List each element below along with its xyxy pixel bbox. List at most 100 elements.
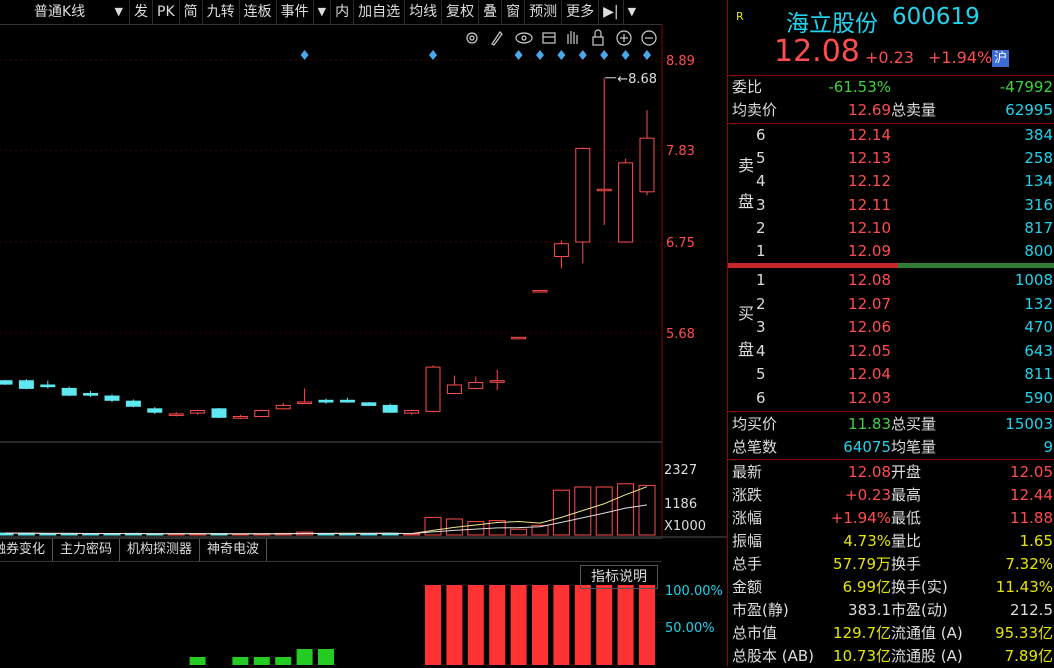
toolbar-adjust-button[interactable]: 复权	[442, 0, 480, 24]
zoom-in-icon[interactable]	[616, 30, 632, 46]
price-tick-label: 7.83	[666, 144, 695, 159]
indicator-bar	[467, 585, 484, 665]
candle-body	[61, 387, 77, 396]
candle-body	[83, 392, 99, 396]
settings-icon[interactable]	[466, 32, 478, 44]
chart-type-label: 普通K线	[34, 4, 86, 20]
toolbar-more-button[interactable]: 更多	[562, 0, 600, 24]
candle-body	[0, 380, 13, 385]
stat-row: 总股本 (AB) 10.73亿 流通股 (A) 7.89亿	[728, 645, 1054, 668]
signal-marker	[429, 50, 437, 60]
toolbar-fa-button[interactable]: 发	[130, 0, 153, 24]
volume-bar	[467, 521, 485, 536]
toolbar-add-watch-button[interactable]: 加自选	[354, 0, 406, 24]
stat-label-2: 开盘	[891, 463, 922, 481]
eye-icon[interactable]	[515, 32, 533, 44]
candle-body	[575, 147, 591, 243]
volume-bar	[39, 533, 57, 536]
indicator-green-bar	[296, 649, 313, 665]
candle-body	[446, 384, 462, 394]
buy-side-text: 买盘	[735, 305, 754, 377]
indicator-bar	[596, 585, 613, 665]
toolbar-nei-button[interactable]: 内	[331, 0, 355, 24]
eraser-icon[interactable]	[542, 32, 556, 44]
level-number: 3	[756, 195, 766, 214]
stat-value: 6.99亿	[842, 578, 891, 596]
sell-level-row: 1 12.09 800	[728, 240, 1054, 263]
stat-label-2: 换手(实)	[891, 578, 948, 596]
stat-label-2: 换手	[891, 555, 922, 573]
stat-label: 金额	[732, 578, 763, 596]
pen-icon[interactable]	[491, 31, 503, 46]
lock-icon[interactable]	[592, 29, 604, 46]
candle-body	[639, 137, 655, 193]
level-price: 12.05	[848, 341, 891, 360]
tab-short-selling[interactable]: 融券变化	[0, 539, 54, 561]
signal-marker	[578, 50, 587, 60]
indicator-tick-label: 50.00%	[665, 621, 715, 636]
more-dropdown-icon[interactable]: ▼	[627, 5, 637, 18]
tab-magic-wave[interactable]: 神奇电波	[200, 539, 268, 561]
stock-name: 海立股份	[786, 11, 878, 37]
level-number: 6	[756, 126, 766, 144]
toolbar-forecast-button[interactable]: 预测	[525, 0, 563, 24]
tab-institution[interactable]: 机构探测器	[120, 539, 201, 561]
last-price: 12.08	[774, 34, 860, 69]
candle-body	[125, 400, 141, 407]
toolbar-jiuzhuan-button[interactable]: 九转	[203, 0, 240, 24]
level-volume: 590	[1024, 389, 1053, 407]
zoom-out-icon[interactable]	[641, 30, 657, 46]
volume-bar	[510, 528, 528, 536]
volume-bar	[82, 533, 100, 536]
toolbar-ma-button[interactable]: 均线	[405, 0, 443, 24]
stat-value: +0.23	[845, 486, 891, 504]
indicator-explain-button[interactable]: 指标说明	[580, 565, 658, 589]
level-price: 12.03	[848, 389, 891, 407]
stat-label-2: 最高	[891, 486, 922, 504]
level-volume: 258	[1024, 149, 1053, 168]
candle-body	[511, 336, 527, 340]
level-price: 12.09	[848, 242, 891, 260]
ask-ratio-fill	[898, 263, 1054, 268]
indicator-bar	[489, 585, 506, 665]
toolbar-pk-button[interactable]: PK	[153, 0, 180, 24]
indicator-bar	[532, 585, 548, 665]
stat-label: 涨幅	[732, 509, 763, 527]
wei-bi-value: -61.53%	[828, 78, 891, 96]
stat-value: 383.1	[848, 601, 891, 619]
indicator-green-bar	[253, 657, 270, 665]
toolbar-lianban-button[interactable]: 连板	[240, 0, 277, 24]
events-dropdown-icon[interactable]: ▼	[314, 0, 332, 24]
candle-body	[254, 410, 270, 417]
tab-main-force[interactable]: 主力密码	[53, 539, 121, 561]
buy-level-row: 3 12.06 470	[728, 316, 1054, 339]
chart-type-select[interactable]: 普通K线 ▼	[0, 0, 130, 24]
collapse-panel-icon[interactable]: ▶|	[599, 0, 624, 24]
toolbar-overlay-button[interactable]: 叠	[479, 0, 503, 24]
candle-body	[425, 366, 441, 412]
sell-level-row: 5 12.13 258	[728, 147, 1054, 170]
sell-level-row: 3 12.11 316	[728, 194, 1054, 217]
level-volume: 800	[1024, 242, 1053, 260]
kline-chart[interactable]: 8.89 7.83 6.75 5.68 ←8.68 2327 1186 X1000 100.00…	[0, 25, 727, 667]
stat-value-2: 95.33亿	[995, 624, 1053, 642]
max-price-label: ←8.68	[617, 72, 657, 87]
stat-label: 振幅	[732, 532, 763, 550]
level-number: 5	[756, 149, 766, 168]
level-price: 12.13	[848, 149, 891, 168]
avg-trade-value: 9	[1043, 438, 1053, 456]
stat-value-2: 11.88	[1010, 509, 1053, 527]
buy-level-row: 4 12.05 643	[728, 340, 1054, 363]
level-volume: 470	[1024, 318, 1053, 337]
candle-body	[297, 401, 313, 405]
volume-ma10-line	[4, 504, 648, 535]
toolbar-simple-button[interactable]: 简	[180, 0, 203, 24]
toolbar-window-button[interactable]: 窗	[502, 0, 526, 24]
stat-value-2: 7.32%	[1005, 555, 1053, 573]
candle-body	[40, 384, 56, 388]
toolbar-events-button[interactable]: 事件	[277, 0, 314, 24]
sell-side-text: 卖盘	[735, 157, 754, 229]
buy-level-row: 5 12.04 811	[728, 363, 1054, 386]
candle-body	[468, 381, 484, 389]
hand-icon[interactable]	[567, 31, 578, 44]
